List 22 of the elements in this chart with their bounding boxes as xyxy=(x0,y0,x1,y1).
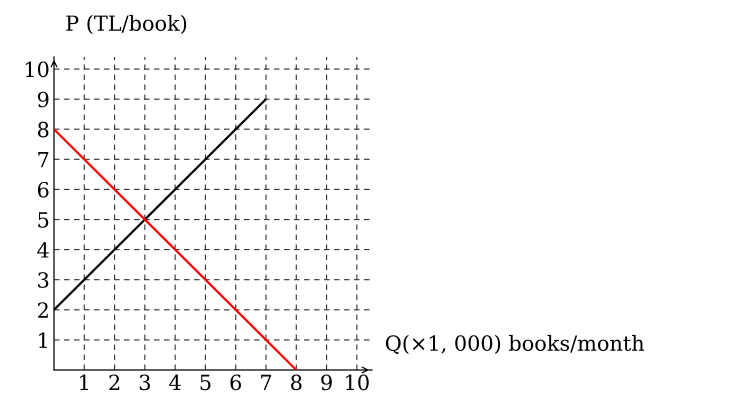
x-axis-title: Q(×1, 000) books/month xyxy=(386,334,644,354)
y-tick-label: 9 xyxy=(38,92,48,108)
x-tick-label: 3 xyxy=(140,374,150,390)
x-tick-label: 7 xyxy=(261,374,272,390)
y-tick-label: 7 xyxy=(38,152,48,168)
y-tick-label: 6 xyxy=(38,182,49,198)
y-tick-label: 2 xyxy=(38,302,48,318)
x-tick-label: 2 xyxy=(109,374,120,390)
y-tick-label: 8 xyxy=(38,122,48,138)
x-tick-label: 6 xyxy=(230,374,242,390)
y-tick-label: 5 xyxy=(38,212,48,228)
y-tick-label: 1 xyxy=(39,332,47,348)
x-tick-label: 5 xyxy=(200,374,210,390)
x-tick-label: 10 xyxy=(346,374,369,390)
x-tick-label: 9 xyxy=(321,374,332,390)
x-tick-label: 4 xyxy=(169,374,181,390)
y-tick-label: 3 xyxy=(38,272,48,288)
x-tick-label: 1 xyxy=(80,374,88,390)
x-tick-label: 8 xyxy=(291,374,302,390)
y-tick-label: 10 xyxy=(26,61,48,78)
y-tick-label: 4 xyxy=(37,242,49,258)
y-axis-title: P (TL/book) xyxy=(66,14,186,34)
